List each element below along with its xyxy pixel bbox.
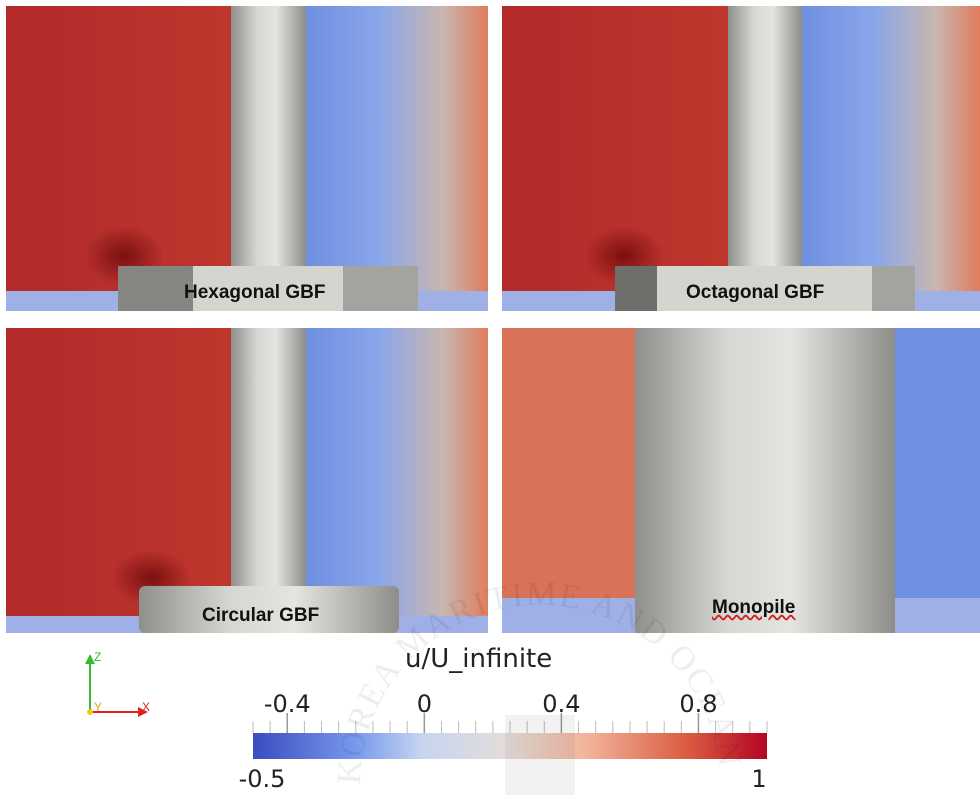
colorbar-tick-label: 0 xyxy=(416,690,432,718)
monopile-flow-field xyxy=(502,328,980,633)
axis-z-label: Z xyxy=(94,650,102,664)
colorbar-min-label: -0.5 xyxy=(238,765,286,793)
colorbar-tick-label: 0.4 xyxy=(542,690,581,718)
panel-label: Hexagonal GBF xyxy=(184,282,326,303)
octagonal-flow-field xyxy=(502,6,980,311)
colorbar-tick-label: -0.4 xyxy=(263,690,311,718)
panel-monopile: Monopile xyxy=(502,328,980,633)
panel-circular: Circular GBF xyxy=(6,328,488,633)
hexagonal-flow-field xyxy=(6,6,488,311)
colorbar-title: u/U_infinite xyxy=(405,644,553,674)
panel-octagonal: Octagonal GBF xyxy=(502,6,980,311)
circular-flow-field xyxy=(6,328,488,633)
colorbar-tick-label: 0.8 xyxy=(679,690,718,718)
panel-hexagonal: Hexagonal GBF xyxy=(6,6,488,311)
colorbar-gradient xyxy=(253,733,767,759)
orientation-axes-icon: Z Y X xyxy=(70,650,160,730)
panel-label: Monopile xyxy=(712,597,796,618)
colorbar-max-label: 1 xyxy=(751,765,767,793)
axis-y-label: Y xyxy=(94,700,103,714)
axis-x-label: X xyxy=(142,700,151,714)
panel-label: Circular GBF xyxy=(202,605,320,626)
panel-label: Octagonal GBF xyxy=(686,282,825,303)
